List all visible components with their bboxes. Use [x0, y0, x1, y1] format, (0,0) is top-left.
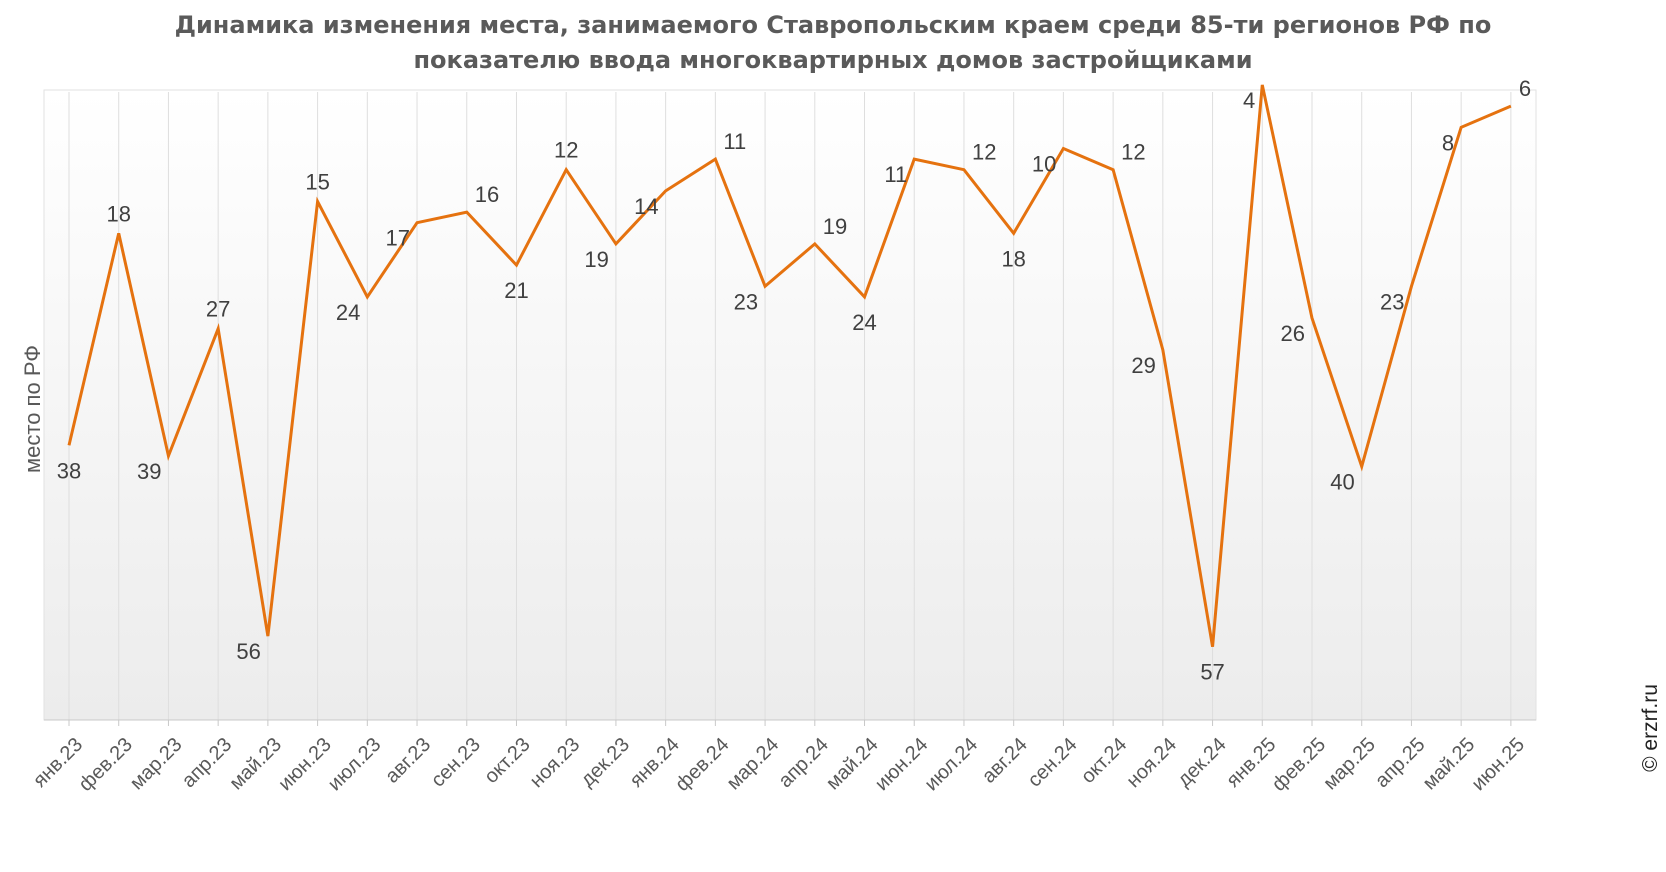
- data-label: 24: [336, 300, 360, 325]
- data-label: 23: [1380, 289, 1404, 314]
- x-tick-label: сен.23: [427, 734, 485, 792]
- x-tick-label: июл.23: [324, 734, 386, 796]
- data-label: 10: [1032, 152, 1056, 177]
- x-tick-label: май.25: [1419, 734, 1480, 795]
- data-label: 23: [734, 289, 758, 314]
- x-tick-label: июл.24: [920, 734, 982, 796]
- x-tick-label: мар.25: [1319, 734, 1380, 795]
- data-label: 21: [504, 278, 528, 303]
- data-label: 19: [584, 247, 608, 272]
- data-label: 6: [1519, 76, 1531, 101]
- data-label: 40: [1330, 470, 1354, 495]
- watermark-text: © erzrf.ru: [1639, 684, 1662, 772]
- x-tick-label: апр.24: [774, 734, 833, 793]
- x-tick-label: дек.23: [577, 734, 635, 792]
- data-label: 57: [1200, 660, 1224, 685]
- data-label: 56: [236, 639, 260, 664]
- data-label: 15: [305, 170, 329, 195]
- x-tick-label: июн.25: [1467, 734, 1529, 796]
- data-label: 8: [1442, 130, 1454, 155]
- x-tick-label: окт.23: [480, 734, 534, 788]
- data-label: 16: [475, 182, 499, 207]
- x-tick-label: июн.24: [871, 734, 933, 796]
- x-tick-label: апр.25: [1371, 734, 1430, 793]
- x-tick-label: окт.24: [1077, 734, 1131, 788]
- data-label: 11: [723, 129, 746, 154]
- x-tick-label: авг.23: [381, 734, 435, 788]
- data-label: 18: [106, 201, 130, 226]
- x-tick-label: авг.24: [978, 734, 1032, 788]
- data-label: 29: [1131, 353, 1155, 378]
- data-label: 4: [1243, 88, 1255, 113]
- x-tick-label: май.24: [822, 734, 883, 795]
- data-label: 14: [634, 194, 658, 219]
- series-line: [67, 84, 1512, 647]
- data-label: 18: [1001, 246, 1025, 271]
- x-tick-label: ноя.23: [526, 734, 585, 793]
- data-label: 38: [57, 458, 81, 483]
- x-tick-label: май.23: [225, 734, 286, 795]
- x-tick-label: мар.23: [126, 734, 187, 795]
- x-tick-label: апр.23: [178, 734, 237, 793]
- data-label: 11: [884, 162, 907, 187]
- data-label: 19: [823, 214, 847, 239]
- x-tick-label: сен.24: [1024, 734, 1082, 792]
- data-label: 12: [972, 140, 996, 165]
- data-label: 12: [1121, 140, 1145, 165]
- x-tick-label: дек.24: [1173, 734, 1231, 792]
- data-label: 24: [852, 310, 876, 335]
- data-label: 12: [554, 138, 578, 163]
- data-label: 39: [137, 459, 161, 484]
- x-tick-label: фев.24: [671, 734, 733, 796]
- data-label: 27: [206, 297, 230, 322]
- chart-title-line2: показателю ввода многоквартирных домов з…: [413, 46, 1253, 74]
- data-label: 17: [386, 226, 410, 251]
- x-tick-label: июн.23: [274, 734, 336, 796]
- x-tick-label: фев.25: [1268, 734, 1330, 796]
- x-tick-label: фев.23: [75, 734, 137, 796]
- chart-title-line1: Динамика изменения места, занимаемого Ст…: [174, 11, 1492, 39]
- x-tick-label: мар.24: [723, 734, 784, 795]
- x-tick-label: ноя.24: [1122, 734, 1181, 793]
- chart-title: Динамика изменения места, занимаемого Ст…: [0, 8, 1666, 78]
- plot-area: [43, 89, 1537, 721]
- data-label: 26: [1281, 321, 1305, 346]
- y-axis-label: место по РФ: [20, 345, 45, 473]
